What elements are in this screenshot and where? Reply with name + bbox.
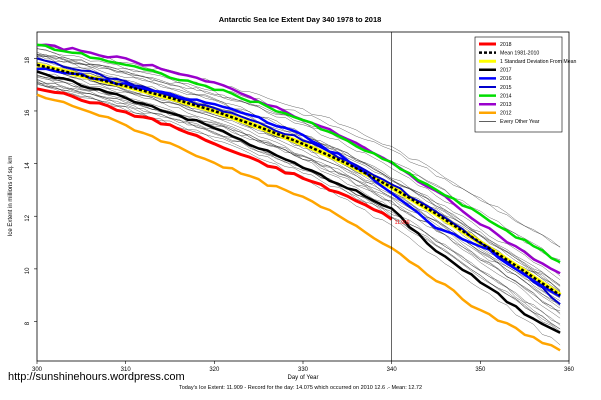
other-year-line — [36, 83, 561, 332]
other-year-line — [36, 65, 561, 319]
x-tick-label-4: 340 — [387, 367, 398, 373]
series-line-mean-1981-2010 — [36, 63, 561, 297]
legend: 2018 Mean 1981-2010 1 Standard Deviation F… — [474, 36, 577, 133]
other-year-line — [36, 63, 561, 330]
legend-label-3: 2017 — [500, 68, 512, 74]
series-line-2018 — [36, 87, 393, 221]
series-line-2016 — [36, 67, 561, 298]
footer-summary: Today's Ice Extent: 11.909 - Record for … — [178, 385, 423, 391]
x-tick-label-1: 310 — [121, 367, 132, 373]
x-axis-label: Day of Year — [287, 375, 318, 381]
x-tick-label-3: 330 — [298, 367, 309, 373]
legend-label-6: 2014 — [500, 93, 512, 99]
series-line-2014 — [36, 43, 561, 264]
y-axis-label: Ice Extent in millions of sq. km — [8, 156, 14, 237]
legend-label-8: 2012 — [500, 111, 512, 117]
series-lines-group — [36, 43, 562, 352]
series-line-2017 — [36, 70, 561, 334]
x-tick-label-2: 320 — [209, 367, 220, 373]
legend-label-0: 2018 — [500, 42, 512, 48]
chart-title: Antarctic Sea Ice Extent Day 340 1978 to… — [219, 15, 382, 24]
legend-label-4: 2016 — [500, 76, 512, 82]
x-tick-label-0: 300 — [32, 367, 43, 373]
y-tick-label-0: 8 — [25, 321, 31, 325]
x-axis-ticks: 300 310 320 330 340 350 360 — [32, 361, 575, 373]
series-line-2012 — [36, 93, 561, 352]
watermark-url: http://sunshinehours.wordpress.com — [8, 371, 185, 383]
other-year-line — [36, 48, 561, 292]
y-tick-label-4: 16 — [25, 109, 31, 116]
y-tick-label-5: 18 — [25, 56, 31, 63]
y-tick-label-1: 10 — [25, 267, 31, 274]
y-tick-label-2: 12 — [25, 214, 31, 221]
y-tick-label-3: 14 — [25, 162, 31, 169]
other-year-line — [36, 76, 561, 314]
x-tick-label-5: 350 — [475, 367, 486, 373]
legend-label-5: 2015 — [500, 85, 512, 91]
x-tick-label-6: 360 — [564, 367, 575, 373]
legend-label-1: Mean 1981-2010 — [500, 50, 539, 56]
legend-label-9: Every Other Year — [500, 119, 540, 125]
y-axis-ticks: 8 10 12 14 16 18 — [25, 56, 37, 325]
other-year-line — [36, 65, 561, 304]
other-year-line — [36, 79, 561, 307]
legend-label-7: 2013 — [500, 102, 512, 108]
other-year-line — [36, 45, 561, 248]
day-marker-value-label: 11.909 — [395, 220, 410, 226]
legend-label-2: 1 Standard Deviation From Mean — [500, 59, 577, 65]
